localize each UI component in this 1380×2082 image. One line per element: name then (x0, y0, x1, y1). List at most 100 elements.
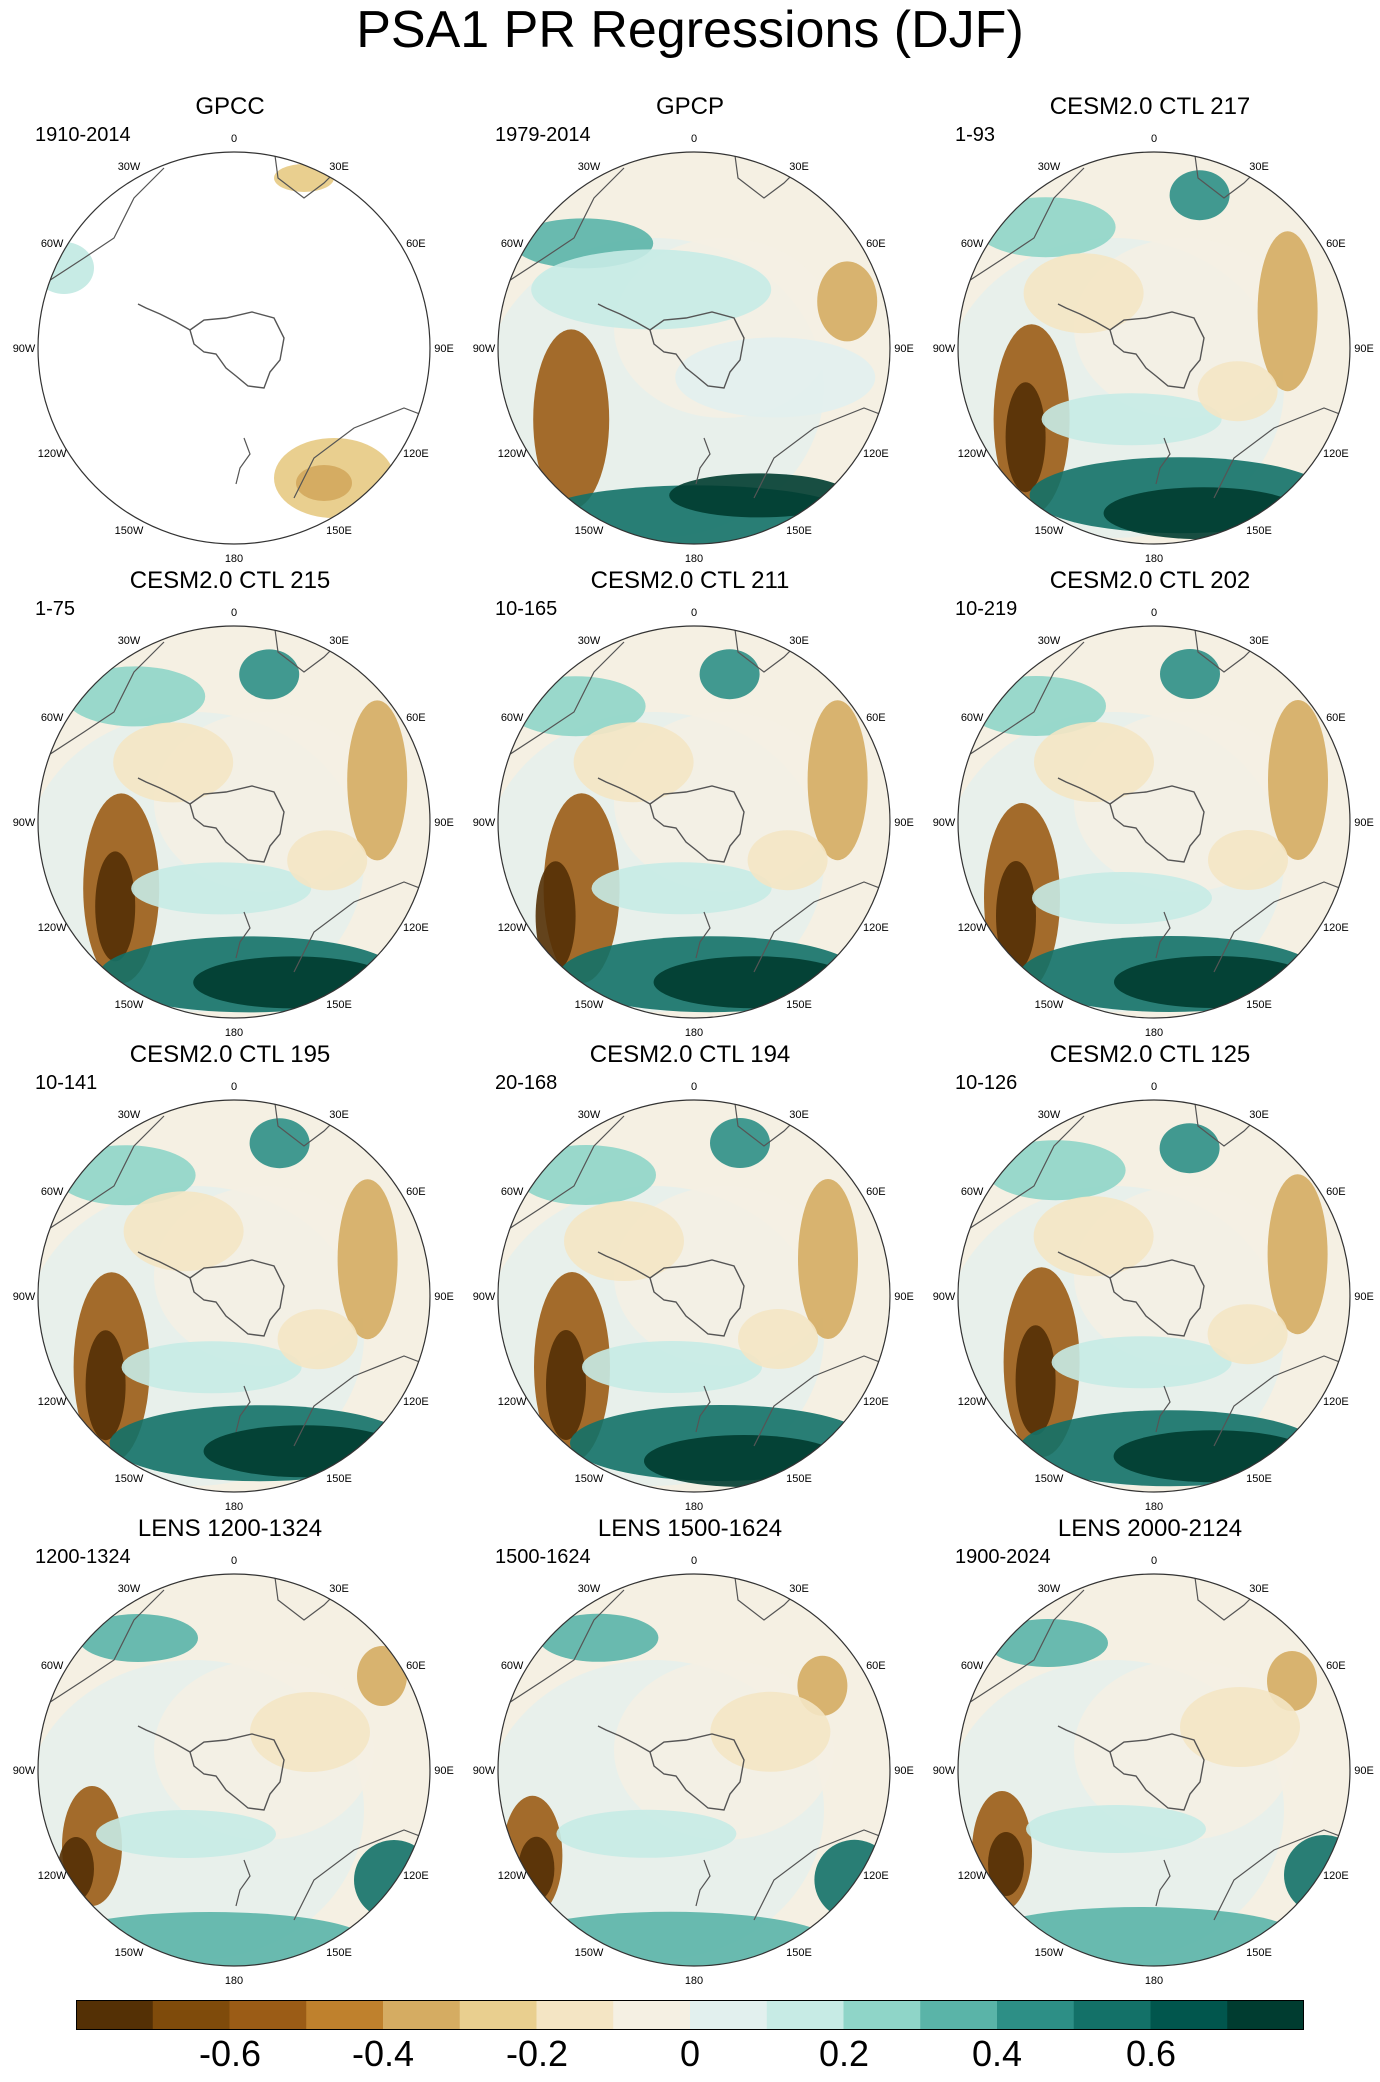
map-boundary (957, 151, 1351, 545)
colorbar-swatch (613, 2000, 691, 2030)
anomaly-contour (807, 700, 868, 861)
longitude-label: 120E (1323, 1870, 1349, 1882)
panel-period: 10-126 (955, 1072, 1018, 1094)
anomaly-contour (747, 830, 828, 891)
anomaly-contour (1207, 1304, 1288, 1365)
anomaly-contour (985, 1140, 1126, 1201)
longitude-label: 60W (501, 712, 524, 724)
panel-title: LENS 1200-1324 (137, 1515, 323, 1542)
map-panel-cesm-194: CESM2.0 CTL 194 20-168 0 30E 60E 90E 120E 150… (460, 1040, 920, 1514)
longitude-label: 60W (41, 712, 64, 724)
anomaly-contour (1180, 1687, 1300, 1767)
colorbar-swatch (459, 2000, 537, 2030)
south-america-coastline (958, 641, 1085, 763)
longitude-label: 0 (1151, 133, 1157, 145)
map-boundary (497, 1099, 891, 1493)
longitude-label: 150E (786, 999, 812, 1011)
anomaly-contour (65, 666, 206, 727)
longitude-label: 90E (434, 343, 454, 355)
longitude-label: 30W (1038, 1109, 1061, 1121)
longitude-label: 30W (118, 161, 141, 173)
map-boundary (497, 625, 891, 1019)
anomaly-contour (96, 1810, 276, 1858)
anomaly-contour (996, 861, 1036, 971)
anomaly-contour (121, 1341, 302, 1394)
longitude-label: 0 (1151, 1555, 1157, 1567)
panel-title: LENS 2000-2124 (1057, 1515, 1243, 1542)
longitude-label: 90E (1354, 1291, 1374, 1303)
colorbar-tick-label: -0.4 (351, 2033, 415, 2074)
anomaly-contour (1160, 649, 1220, 699)
colorbar-swatch (1073, 2000, 1151, 2030)
anomaly-contour (988, 1832, 1024, 1896)
new-zealand-coastline (1155, 1859, 1171, 1907)
longitude-label: 150E (1246, 999, 1272, 1011)
anomaly-contour (1197, 361, 1278, 422)
longitude-label: 150E (326, 1473, 352, 1485)
australia-coastline (753, 407, 890, 499)
longitude-label: 120E (863, 922, 889, 934)
longitude-label: 180 (225, 1027, 243, 1039)
longitude-label: 120E (403, 1396, 429, 1408)
anomaly-contour (1033, 1196, 1154, 1277)
polar-map: 0 30E 60E 90E 120E 150E 180 150W 120W 90W 60W 30W (933, 1081, 1374, 1513)
longitude-label: 30E (789, 1583, 809, 1595)
longitude-label: 180 (1145, 1027, 1163, 1039)
colorbar-swatches (76, 2000, 1304, 2030)
longitude-label: 150W (115, 1947, 144, 1959)
longitude-label: 30W (578, 1583, 601, 1595)
anomaly-contour (1169, 170, 1230, 221)
map-panel-lens-1200: LENS 1200-1324 1200-1324 0 30E 60E 90E 120E 1… (0, 1514, 460, 1988)
anomaly-contour (347, 700, 408, 861)
colorbar-tick-label: 0.4 (971, 2033, 1023, 2074)
colorbar-tick-label: -0.2 (505, 2033, 569, 2074)
anomaly-contour (1208, 830, 1288, 890)
new-zealand-coastline (695, 1385, 711, 1433)
longitude-label: 180 (1145, 1975, 1163, 1987)
south-america-coastline (958, 167, 1085, 289)
map-boundary (37, 151, 431, 545)
new-zealand-coastline (1155, 437, 1171, 485)
anomaly-contour (564, 1201, 684, 1281)
map-boundary (957, 625, 1351, 1019)
longitude-label: 150E (1246, 1947, 1272, 1959)
anomaly-contour (538, 1613, 659, 1662)
longitude-label: 60W (501, 1186, 524, 1198)
longitude-label: 180 (685, 1975, 703, 1987)
australia-coastline (293, 1829, 430, 1921)
colorbar-swatch (1150, 2000, 1228, 2030)
peninsula-coastline (597, 777, 651, 805)
longitude-label: 30W (578, 161, 601, 173)
polar-map: 0 30E 60E 90E 120E 150E 180 150W 120W 90W 60W 30W (473, 607, 914, 1039)
map-boundary (37, 625, 431, 1019)
anomaly-contour (975, 197, 1116, 258)
longitude-label: 120W (958, 448, 987, 460)
longitude-label: 60E (1326, 712, 1346, 724)
antarctica-coastline (1109, 1733, 1205, 1811)
australia-coastline (293, 1355, 430, 1447)
panel-title: GPCP (655, 93, 724, 120)
new-zealand-coastline (1155, 1385, 1171, 1433)
longitude-label: 150W (115, 999, 144, 1011)
polar-map: 0 30E 60E 90E 120E 150E 180 150W 120W 90W 60W 30W (473, 1555, 914, 1987)
australia-coastline (1213, 407, 1350, 499)
colorbar-swatch (1227, 2000, 1304, 2030)
panel-period: 1979-2014 (495, 124, 591, 146)
map-boundary (957, 1099, 1351, 1493)
longitude-label: 90W (473, 1765, 496, 1777)
longitude-label: 150E (326, 1947, 352, 1959)
colorbar-swatch (690, 2000, 768, 2030)
peninsula-coastline (1057, 1251, 1111, 1279)
colorbar-swatch (152, 2000, 230, 2030)
peninsula-coastline (597, 303, 651, 331)
new-zealand-coastline (695, 911, 711, 959)
australia-coastline (293, 881, 430, 973)
anomaly-contour (675, 337, 876, 418)
anomaly-contour (95, 851, 136, 962)
longitude-label: 30E (329, 161, 349, 173)
map-panel-lens-2000: LENS 2000-2124 1900-2024 0 30E 60E 90E 120E 1… (920, 1514, 1380, 1988)
colorbar-swatch (76, 2000, 154, 2030)
longitude-label: 30W (118, 635, 141, 647)
south-america-coastline (958, 1115, 1085, 1237)
longitude-label: 90W (933, 1765, 956, 1777)
